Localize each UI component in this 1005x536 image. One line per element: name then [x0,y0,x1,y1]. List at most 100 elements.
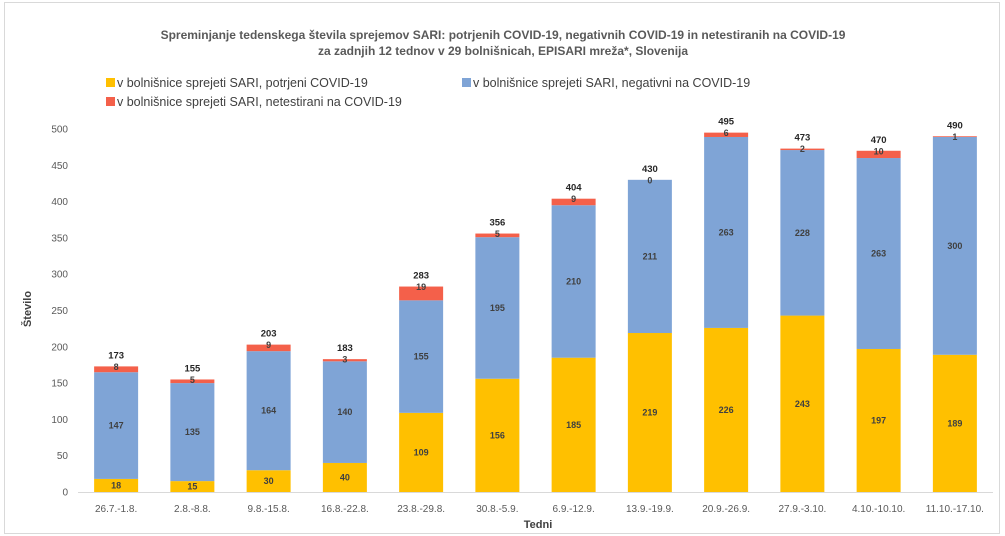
bar-segment-negative [475,237,520,379]
data-label-confirmed: 185 [566,420,581,430]
total-label: 203 [261,329,277,340]
bar-segment-untested [322,359,367,362]
bar-segment-negative [170,383,215,482]
data-label-untested: 5 [495,229,500,239]
bar-segment-confirmed [780,315,825,492]
legend-item-confirmed: v bolnišnice sprejeti SARI, potrjeni COV… [106,76,368,90]
bar-segment-untested [246,344,291,352]
y-tick-label: 100 [51,415,68,426]
data-label-negative: 211 [643,251,658,261]
data-label-untested: 9 [266,340,271,350]
data-label-confirmed: 15 [187,482,197,492]
y-tick-label: 300 [51,270,68,281]
total-label: 173 [108,350,124,361]
data-label-negative: 147 [109,421,124,431]
x-tick-label: 2.8.-8.8. [174,504,211,515]
x-tick-label: 23.8.-29.8. [397,504,445,515]
data-label-negative: 135 [185,427,200,437]
legend-item-negative: v bolnišnice sprejeti SARI, negativni na… [462,76,750,90]
stacked-bar-chart: Spreminjanje tedenskega števila sprejemo… [21,28,993,531]
bar-segment-negative [780,150,825,316]
data-label-negative: 300 [947,241,962,251]
data-label-confirmed: 109 [414,447,429,457]
y-tick-label: 150 [51,379,68,390]
x-tick-label: 11.10.-17.10. [926,504,984,515]
x-axis: 26.7.-1.8. 2.8.-8.8. 9.8.-15.8. 16.8.-22.8.… [78,492,993,515]
legend-label-untested: v bolnišnice sprejeti SARI, netestirani … [117,95,402,109]
bar-segment-confirmed [856,348,901,492]
x-tick-label: 30.8.-5.9. [476,504,518,515]
y-tick-label: 200 [51,342,68,353]
data-label-untested: 19 [416,282,426,292]
data-label-untested: 0 [647,175,652,185]
total-label: 473 [794,133,810,144]
data-label-untested: 3 [342,355,347,365]
data-label-untested: 10 [874,146,884,156]
bar-segment-confirmed [322,462,367,492]
bar-segment-confirmed [246,470,291,492]
total-label: 470 [871,135,887,146]
total-label: 283 [413,271,429,282]
data-label-untested: 9 [571,194,576,204]
bar-segment-confirmed [94,478,139,492]
bar-segment-untested [780,148,825,151]
bar-segment-untested [94,366,139,373]
bar-segment-negative [856,158,901,349]
total-label: 356 [489,218,505,229]
total-label: 430 [642,164,658,175]
data-label-confirmed: 226 [719,405,734,415]
y-tick-label: 250 [51,306,68,317]
bar-segment-negative [627,179,672,334]
data-label-untested: 1 [952,132,957,142]
bar-segment-confirmed [932,354,977,492]
bar-segment-negative [704,136,749,328]
data-label-negative: 263 [871,249,886,259]
x-tick-label: 13.9.-19.9. [626,504,674,515]
bar-segment-untested [856,150,901,159]
bar-segment-untested [932,136,977,137]
bar-segment-untested [704,132,749,137]
bar-segment-untested [475,233,520,238]
data-label-confirmed: 40 [340,472,350,482]
data-label-confirmed: 219 [642,408,657,418]
y-tick-label: 450 [51,161,68,172]
data-label-confirmed: 30 [264,476,274,486]
bar-segment-untested [551,198,596,206]
chart-title: Spreminjanje tedenskega števila sprejemo… [161,28,846,42]
y-tick-label: 0 [62,488,68,499]
data-label-confirmed: 18 [111,480,121,490]
data-label-untested: 2 [800,144,805,154]
data-label-untested: 6 [724,128,729,138]
x-tick-label: 16.8.-22.8. [321,504,369,515]
legend-swatch-untested [106,97,115,106]
bar-segment-negative [551,205,596,358]
bar-segment-negative [246,351,291,471]
y-tick-label: 400 [51,197,68,208]
total-label: 495 [718,117,735,128]
bar-segment-confirmed [399,412,444,492]
y-tick-label: 50 [57,451,69,462]
data-label-negative: 263 [719,227,734,237]
bar-segment-negative [399,300,444,413]
data-label-confirmed: 156 [490,430,505,440]
legend-label-negative: v bolnišnice sprejeti SARI, negativni na… [473,76,750,90]
legend-swatch-negative [462,78,471,87]
bars: 1814781731513551553016492034014031831091… [94,117,977,492]
y-axis: 0 50 100 150 200 250 300 350 400 450 500 [51,125,68,499]
x-tick-label: 27.9.-3.10. [778,504,826,515]
chart-frame: Spreminjanje tedenskega števila sprejemo… [4,2,1000,534]
legend-item-untested: v bolnišnice sprejeti SARI, netestirani … [106,95,402,109]
total-label: 155 [184,363,201,374]
bar-segment-negative [94,372,139,479]
total-label: 490 [947,120,963,131]
total-label: 404 [566,183,583,194]
data-label-untested: 5 [190,375,195,385]
